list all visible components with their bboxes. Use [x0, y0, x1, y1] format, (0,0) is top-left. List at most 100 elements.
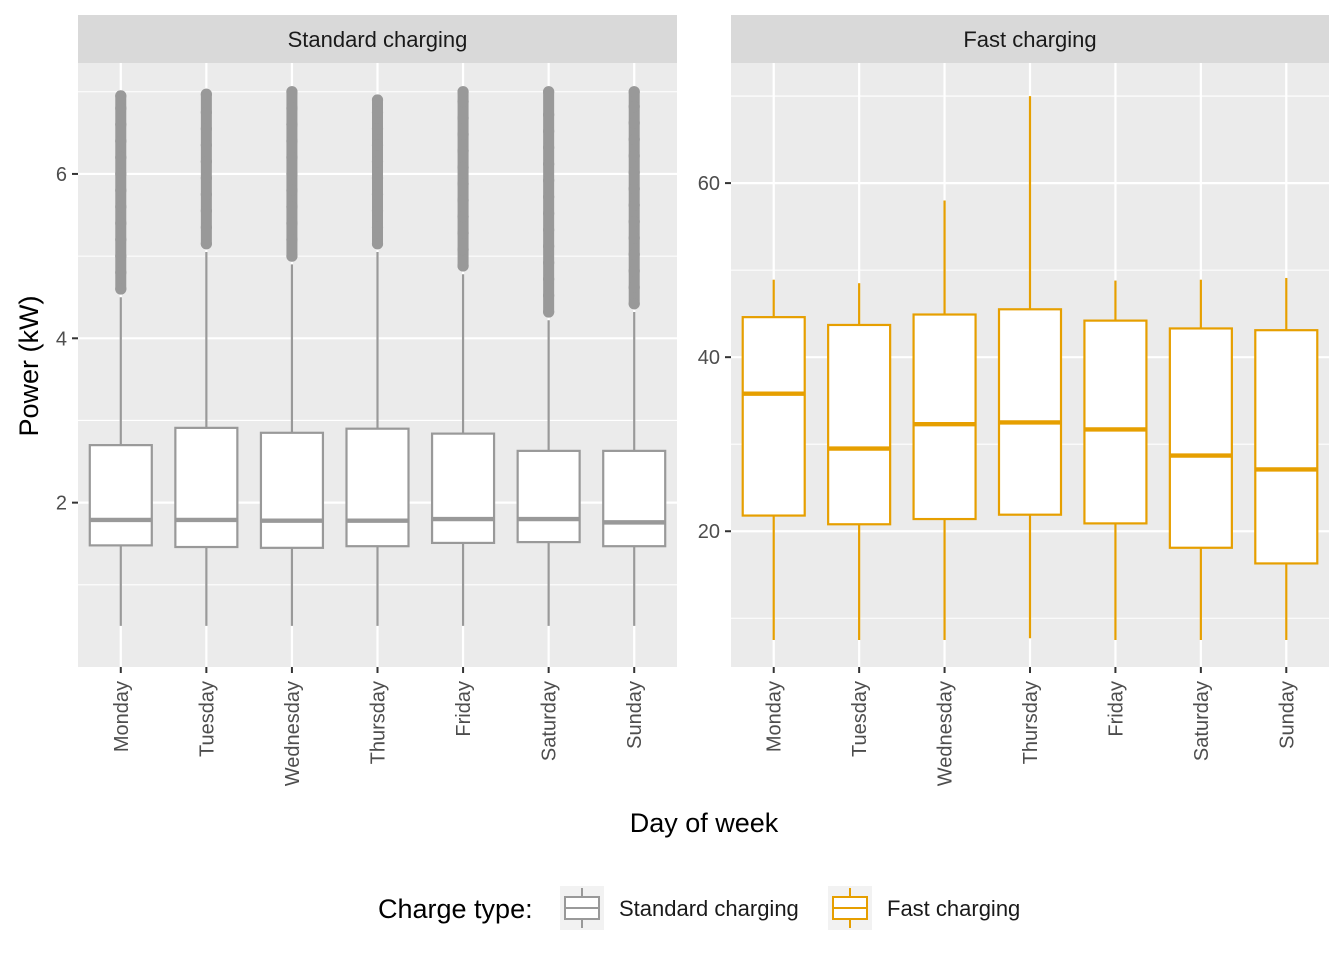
outlier-point: [543, 125, 555, 137]
box-thursday: [997, 96, 1063, 639]
box-tuesday: [174, 88, 239, 626]
outlier-point: [115, 102, 127, 114]
box-thursday: [345, 94, 410, 626]
outlier-point: [457, 227, 469, 239]
outlier-point: [200, 123, 212, 135]
box-body: [1254, 329, 1319, 565]
x-tick-label: Thursday: [368, 681, 390, 764]
outlier-point: [628, 166, 640, 178]
outlier-point: [286, 86, 298, 98]
box-body: [259, 431, 325, 549]
outlier-point: [371, 205, 384, 217]
outlier-point: [286, 168, 298, 180]
legend-key-label: Standard charging: [619, 896, 799, 921]
x-tick-label: Sunday: [624, 681, 646, 749]
outlier-point: [286, 102, 298, 114]
outlier-point: [628, 86, 640, 98]
outlier-point: [371, 221, 384, 233]
outlier-point: [371, 172, 384, 184]
outlier-point: [628, 216, 640, 228]
outlier-point: [457, 243, 469, 256]
outlier-point: [543, 142, 555, 154]
outlier-point: [628, 150, 640, 162]
box-saturday: [516, 86, 581, 626]
box-tuesday: [827, 283, 892, 641]
outlier-point: [200, 106, 212, 118]
outlier-point: [200, 172, 212, 184]
y-tick-label: 4: [56, 328, 67, 350]
outlier-point: [543, 174, 555, 187]
outlier-point: [543, 158, 555, 170]
x-tick-label: Tuesday: [849, 681, 871, 757]
outlier-point: [286, 250, 298, 262]
panels: 2 4 6 Monday Tuesday Wednesday Thursday Friday S…: [56, 15, 1329, 786]
box-body: [430, 432, 496, 545]
box-wednesday: [259, 86, 325, 626]
outlier-point: [115, 250, 127, 262]
outlier-point: [115, 119, 127, 131]
outlier-point: [115, 217, 127, 229]
box-body: [912, 313, 977, 521]
outlier-point: [115, 135, 127, 147]
box-friday: [1083, 280, 1148, 641]
outlier-point: [628, 199, 640, 211]
x-tick-label: Wednesday: [282, 681, 304, 786]
legend-keys: Standard charging Fast charging: [560, 886, 1020, 930]
outlier-point: [543, 86, 555, 98]
outlier-point: [457, 178, 469, 190]
outlier-point: [543, 240, 555, 252]
outlier-point: [286, 151, 298, 164]
outlier-point: [371, 238, 384, 250]
x-tick-label: Thursday: [1020, 681, 1042, 764]
box-body: [174, 426, 239, 549]
outlier-point: [200, 88, 212, 100]
facet-strip-label: Fast charging: [963, 27, 1096, 52]
outlier-point: [628, 248, 640, 261]
outlier-point: [628, 281, 640, 293]
outlier-point: [628, 133, 640, 146]
outlier-point: [628, 117, 640, 129]
facet-strip: [78, 15, 677, 63]
y-tick-label: 6: [56, 164, 67, 186]
x-tick-label: Friday: [1105, 681, 1127, 737]
box-body: [1083, 319, 1148, 525]
box-monday: [741, 279, 806, 641]
legend: Charge type: Standard charging Fast charg…: [378, 886, 1020, 930]
outlier-point: [457, 96, 469, 108]
outlier-point: [457, 128, 469, 141]
outlier-point: [543, 273, 555, 285]
box-body: [827, 323, 892, 526]
x-axis-title: Day of week: [630, 808, 779, 838]
legend-title: Charge type:: [378, 894, 533, 924]
outlier-point: [286, 217, 298, 229]
x-tick-label: Monday: [111, 681, 133, 752]
outlier-point: [543, 257, 555, 269]
box-monday: [88, 90, 153, 626]
box-wednesday: [912, 200, 977, 641]
x-tick-label: Friday: [453, 681, 475, 737]
outlier-point: [115, 151, 127, 164]
outlier-point: [115, 234, 127, 246]
y-tick-label: 60: [698, 173, 720, 195]
outlier-point: [628, 232, 640, 244]
x-tick-label: Wednesday: [935, 681, 957, 786]
panel-standard: 2 4 6 Monday Tuesday Wednesday Thursday Friday S…: [56, 15, 677, 786]
outlier-point: [543, 109, 555, 121]
outlier-point: [543, 207, 555, 219]
outlier-point: [200, 139, 212, 151]
x-tick-label: Saturday: [539, 681, 561, 761]
box-body: [345, 427, 410, 548]
legend-key-standard: Standard charging: [560, 886, 799, 930]
outlier-point: [286, 135, 298, 147]
box-body: [88, 444, 153, 547]
outlier-point: [115, 90, 127, 102]
outlier-point: [543, 224, 555, 236]
outlier-point: [371, 156, 384, 168]
outlier-point: [115, 283, 127, 295]
box-body: [1168, 327, 1233, 549]
y-tick-label: 20: [698, 521, 720, 543]
x-tick-label: Tuesday: [196, 681, 218, 757]
outlier-point: [457, 161, 469, 173]
x-tick-label: Saturday: [1191, 681, 1213, 761]
